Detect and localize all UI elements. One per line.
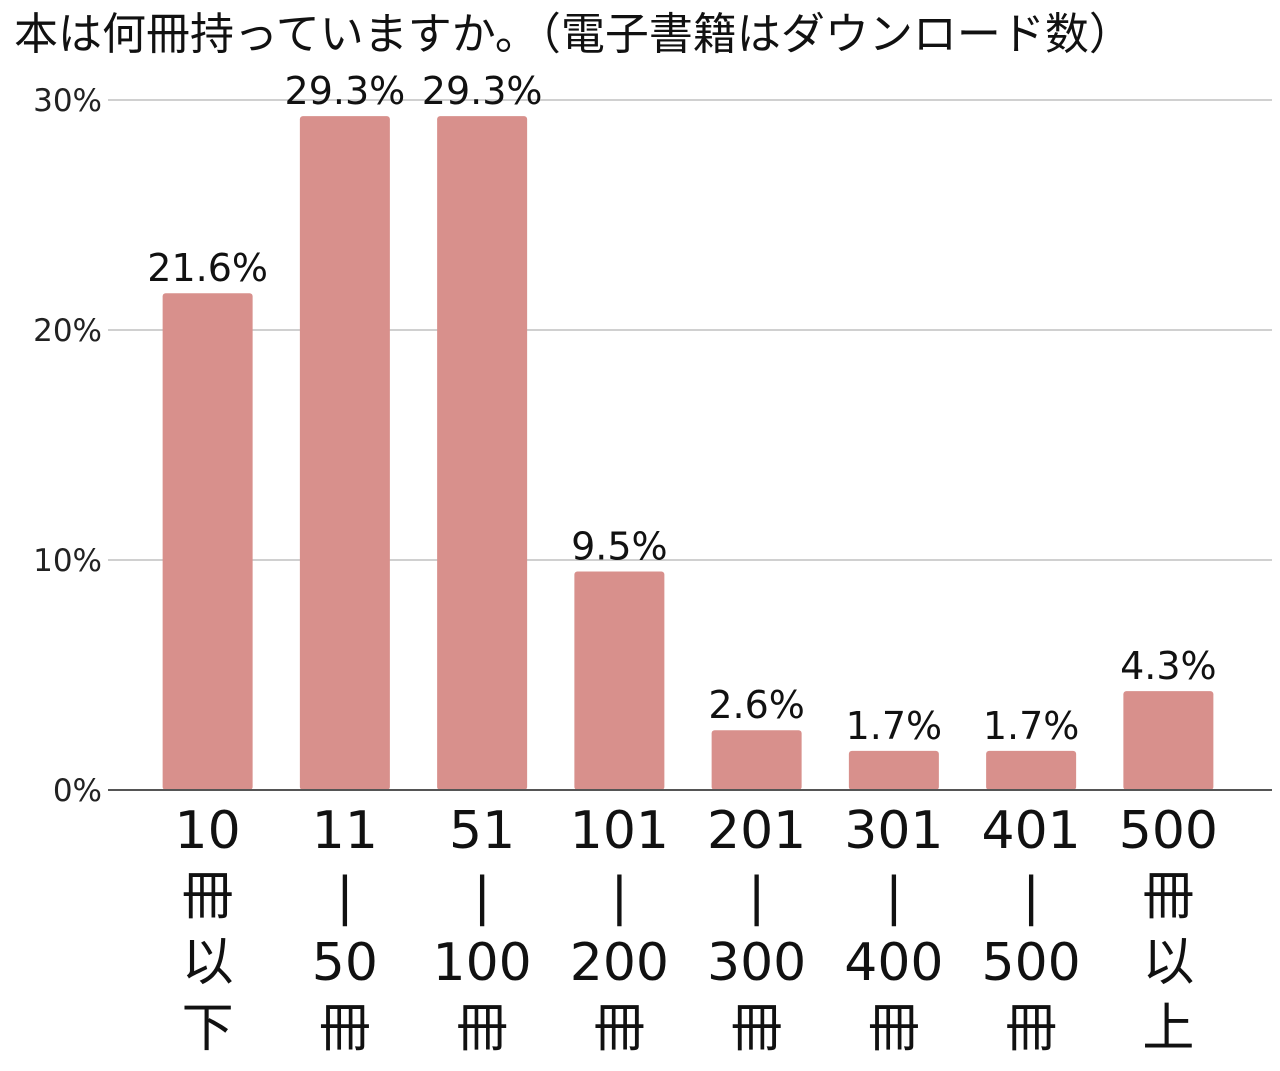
x-tick-label: 冊 — [182, 867, 234, 927]
y-tick-label: 10% — [33, 543, 102, 579]
bar — [848, 750, 939, 790]
chart-title: 本は何冊持っていますか。（電子書籍はダウンロード数） — [14, 9, 1133, 60]
bar — [437, 116, 528, 791]
x-tick-label: 11 — [312, 801, 378, 861]
x-tick-label: 冊 — [1005, 999, 1057, 1059]
data-label: 9.5% — [571, 525, 668, 569]
x-tick-label: 101 — [570, 801, 669, 861]
data-label: 1.7% — [983, 704, 1080, 748]
data-label: 2.6% — [708, 683, 805, 727]
bar — [574, 571, 665, 790]
x-tick-label: | — [473, 867, 491, 927]
y-tick-label: 0% — [53, 773, 102, 809]
x-tick-label: 上 — [1142, 999, 1194, 1059]
labels: 0%10%20%30%21.6%10冊以下29.3%11|50冊29.3%51|… — [33, 69, 1218, 1059]
x-tick-label: 下 — [182, 999, 234, 1059]
data-label: 21.6% — [147, 246, 268, 290]
x-tick-label: 201 — [707, 801, 806, 861]
x-tick-label: 401 — [981, 801, 1080, 861]
bar — [1123, 691, 1214, 790]
x-tick-label: 冊 — [593, 999, 645, 1059]
bars — [162, 116, 1214, 791]
x-tick-label: 冊 — [731, 999, 783, 1059]
x-tick-label: | — [611, 867, 629, 927]
bar — [299, 116, 390, 791]
bar — [162, 293, 253, 790]
x-tick-label: | — [336, 867, 354, 927]
gridlines — [108, 99, 1272, 561]
x-tick-label: 400 — [844, 933, 943, 993]
x-tick-label: | — [1022, 867, 1040, 927]
x-tick-label: 冊 — [868, 999, 920, 1059]
x-tick-label: 冊 — [456, 999, 508, 1059]
y-tick-label: 20% — [33, 313, 102, 349]
x-tick-label: 500 — [1119, 801, 1218, 861]
data-label: 29.3% — [285, 69, 406, 113]
bar — [711, 730, 802, 790]
x-tick-label: 以 — [182, 933, 234, 993]
x-tick-label: 冊 — [1142, 867, 1194, 927]
data-label: 29.3% — [422, 69, 543, 113]
data-label: 4.3% — [1120, 644, 1217, 688]
x-tick-label: 10 — [175, 801, 241, 861]
x-tick-label: 冊 — [319, 999, 371, 1059]
bar — [986, 750, 1077, 790]
y-tick-label: 30% — [33, 83, 102, 119]
x-tick-label: | — [748, 867, 766, 927]
x-tick-label: 51 — [449, 801, 515, 861]
data-label: 1.7% — [846, 704, 943, 748]
x-tick-label: 500 — [981, 933, 1080, 993]
x-tick-label: 200 — [570, 933, 669, 993]
x-tick-label: 300 — [707, 933, 806, 993]
x-tick-label: 以 — [1142, 933, 1194, 993]
x-tick-label: 301 — [844, 801, 943, 861]
x-tick-label: | — [885, 867, 903, 927]
x-tick-label: 100 — [432, 933, 531, 993]
x-tick-label: 50 — [312, 933, 378, 993]
